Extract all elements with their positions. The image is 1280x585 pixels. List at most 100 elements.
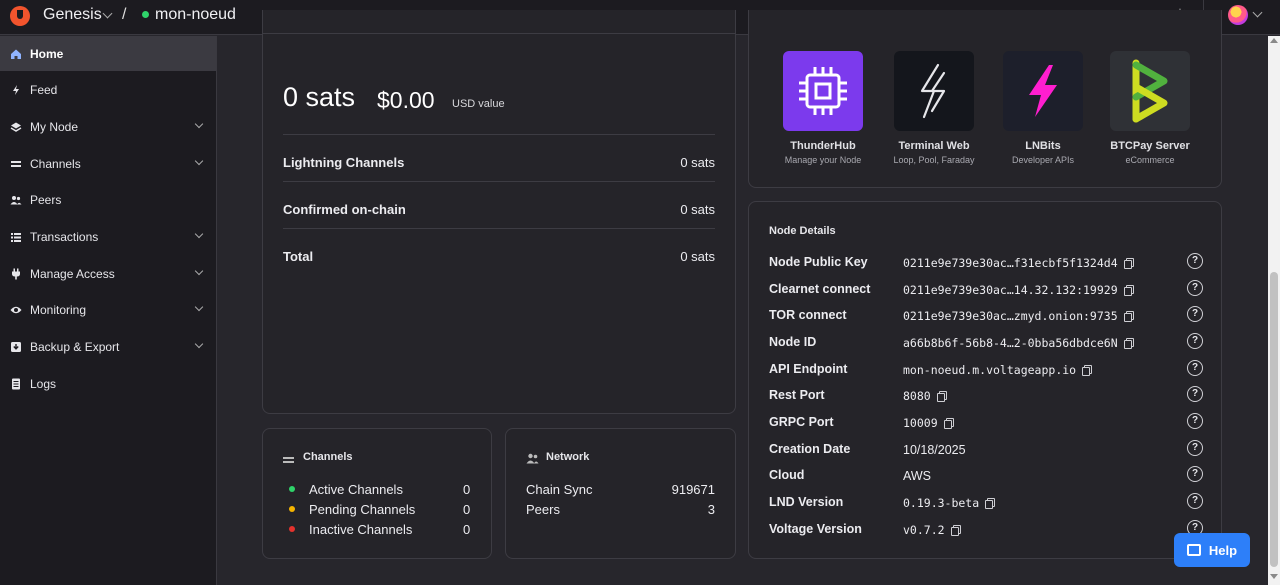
- peers-icon: [526, 451, 539, 464]
- detail-row-lnd-version: LND Version 0.19.3-beta ?: [769, 493, 1203, 513]
- sidebar-item-logs[interactable]: Logs: [0, 366, 216, 401]
- chevron-down-icon[interactable]: [102, 8, 113, 19]
- lightning-outline-icon[interactable]: [894, 51, 974, 131]
- detail-row-api-endpoint: API Endpoint mon-noeud.m.voltageapp.io ?: [769, 360, 1203, 380]
- sidebar-item-backup-export[interactable]: Backup & Export: [0, 329, 216, 364]
- breadcrumb-separator: /: [122, 6, 127, 23]
- chevron-down-icon: [194, 302, 204, 312]
- app-btcpay-server[interactable]: BTCPay Server eCommerce: [1095, 51, 1205, 165]
- copy-icon[interactable]: [936, 391, 947, 402]
- copy-icon[interactable]: [1123, 258, 1134, 269]
- app-name: Terminal Web: [898, 140, 970, 152]
- stat-label: Chain Sync: [526, 482, 593, 497]
- scroll-down-arrow-icon[interactable]: [1270, 574, 1278, 579]
- help-circle-icon[interactable]: ?: [1187, 306, 1203, 322]
- avatar[interactable]: [1228, 5, 1248, 25]
- channels-icon: [283, 452, 294, 463]
- status-dot-green: [289, 486, 295, 492]
- list-icon: [10, 231, 22, 243]
- sidebar-item-peers[interactable]: Peers: [0, 182, 216, 217]
- help-circle-icon[interactable]: ?: [1187, 440, 1203, 456]
- copy-icon[interactable]: [950, 525, 961, 536]
- copy-icon[interactable]: [1123, 338, 1134, 349]
- stat-label: Pending Channels: [309, 502, 416, 517]
- scrollbar-thumb[interactable]: [1270, 272, 1278, 567]
- sidebar-item-home[interactable]: Home: [0, 36, 216, 71]
- app-subtitle: Developer APIs: [1011, 155, 1075, 165]
- help-circle-icon[interactable]: ?: [1187, 386, 1203, 402]
- detail-value: v0.7.2: [903, 523, 961, 537]
- balance-row: Total 0 sats: [283, 228, 715, 275]
- stat-label: Peers: [526, 502, 560, 517]
- copy-icon[interactable]: [943, 418, 954, 429]
- sidebar-item-label: Peers: [30, 192, 62, 207]
- sidebar-item-manage-access[interactable]: Manage Access: [0, 256, 216, 291]
- lightning-icon[interactable]: [1003, 51, 1083, 131]
- plug-icon: [10, 268, 22, 280]
- help-circle-icon[interactable]: ?: [1187, 360, 1203, 376]
- voltage-logo-icon[interactable]: [10, 6, 30, 26]
- node-name[interactable]: mon-noeud: [155, 6, 236, 23]
- copy-icon[interactable]: [1123, 285, 1134, 296]
- sidebar-item-label: Backup & Export: [30, 339, 120, 354]
- sidebar-item-label: Home: [30, 46, 64, 61]
- download-icon: [10, 341, 22, 353]
- chevron-down-icon[interactable]: [1252, 7, 1263, 18]
- stat-label: Active Channels: [309, 482, 403, 497]
- help-circle-icon[interactable]: ?: [1187, 333, 1203, 349]
- stat-value: 919671: [671, 482, 715, 497]
- sidebar-item-my-node[interactable]: My Node: [0, 109, 216, 144]
- sidebar-item-feed[interactable]: Feed: [0, 72, 216, 107]
- detail-label: Node Public Key: [769, 255, 868, 269]
- org-name[interactable]: Genesis: [43, 6, 102, 23]
- chip-icon[interactable]: [783, 51, 863, 131]
- detail-value: 10009: [903, 416, 954, 430]
- help-button[interactable]: Help: [1174, 533, 1250, 567]
- app-lnbits[interactable]: LNBits Developer APIs: [988, 51, 1098, 165]
- sidebar-item-monitoring[interactable]: Monitoring: [0, 292, 216, 327]
- balance-row: Confirmed on-chain 0 sats: [283, 181, 715, 228]
- sidebar-item-label: Feed: [30, 82, 58, 97]
- help-circle-icon[interactable]: ?: [1187, 280, 1203, 296]
- help-circle-icon[interactable]: ?: [1187, 466, 1203, 482]
- help-circle-icon[interactable]: ?: [1187, 493, 1203, 509]
- copy-icon[interactable]: [1123, 311, 1134, 322]
- detail-label: GRPC Port: [769, 415, 834, 429]
- detail-label: Node ID: [769, 335, 817, 349]
- card-title: Node Details: [769, 225, 836, 237]
- sidebar-item-label: Monitoring: [30, 302, 87, 317]
- card-title: Channels: [303, 451, 353, 463]
- status-dot-yellow: [289, 506, 295, 512]
- balance-row-value: 0 sats: [680, 202, 715, 217]
- detail-value: a66b8b6f-56b8-4…2-0bba56dbdce6N: [903, 336, 1134, 350]
- node-details-card: Node Details Node Public Key 0211e9e739e…: [748, 201, 1222, 559]
- detail-value: 10/18/2025: [903, 443, 966, 457]
- detail-value: AWS: [903, 469, 932, 483]
- scroll-up-arrow-icon[interactable]: [1270, 38, 1278, 43]
- btcpay-icon[interactable]: [1110, 51, 1190, 131]
- copy-icon[interactable]: [985, 498, 996, 509]
- app-terminal-web[interactable]: Terminal Web Loop, Pool, Faraday: [879, 51, 989, 165]
- copy-icon[interactable]: [1082, 365, 1093, 376]
- help-circle-icon[interactable]: ?: [1187, 253, 1203, 269]
- app-subtitle: Loop, Pool, Faraday: [893, 155, 975, 165]
- chevron-down-icon: [194, 229, 204, 239]
- chevron-down-icon: [194, 266, 204, 276]
- detail-row-cloud: Cloud AWS ?: [769, 466, 1203, 486]
- detail-value: 0211e9e739e30ac…14.32.132:19929: [903, 283, 1134, 297]
- chevron-down-icon: [194, 156, 204, 166]
- sidebar-item-label: Channels: [30, 156, 81, 171]
- sidebar: Home Feed My Node Channels Peers Transac…: [0, 36, 217, 585]
- sidebar-item-transactions[interactable]: Transactions: [0, 219, 216, 254]
- help-button-label: Help: [1208, 542, 1238, 558]
- divider: [263, 33, 735, 34]
- chat-icon: [1186, 544, 1201, 556]
- app-thunderhub[interactable]: ThunderHub Manage your Node: [768, 51, 878, 165]
- help-circle-icon[interactable]: ?: [1187, 413, 1203, 429]
- sidebar-item-channels[interactable]: Channels: [0, 146, 216, 181]
- bolt-icon: [10, 84, 22, 96]
- detail-label: API Endpoint: [769, 362, 848, 376]
- chevron-down-icon: [194, 339, 204, 349]
- detail-label: Voltage Version: [769, 522, 862, 536]
- app-name: BTCPay Server: [1110, 140, 1190, 152]
